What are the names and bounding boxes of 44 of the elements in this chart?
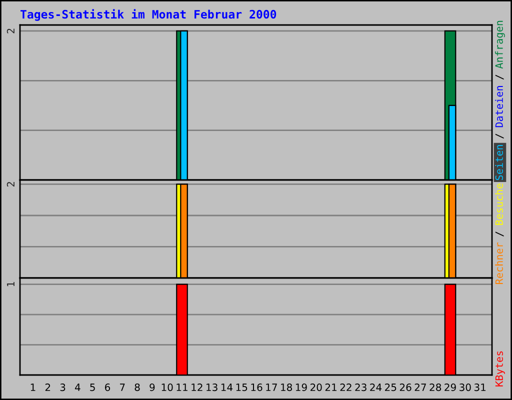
- x-tick-label: 2: [45, 384, 50, 391]
- x-tick-label: 19: [296, 384, 307, 392]
- y-tick-label: 2: [6, 28, 14, 34]
- y-tick-label: 1: [7, 282, 14, 286]
- x-tick-label: 6: [105, 384, 110, 392]
- y-tick-label: 2: [6, 182, 14, 187]
- x-tick-label: 23: [355, 384, 366, 392]
- chart-title: Tages-Statistik im Monat Februar 2000: [20, 9, 276, 21]
- x-tick-label: 20: [310, 384, 322, 392]
- x-tick-label: 4: [74, 384, 80, 391]
- text: Seiten: [495, 145, 503, 180]
- x-tick-label: 16: [251, 384, 262, 392]
- x-tick-label: 9: [150, 384, 155, 392]
- x-tick-label: 3: [60, 384, 66, 392]
- x-tick-label: 5: [90, 384, 95, 392]
- text: Anfragen: [495, 20, 505, 69]
- x-tick-label: 24: [370, 384, 382, 391]
- x-tick-label: 22: [340, 384, 352, 391]
- x-tick-label: 1: [30, 384, 36, 391]
- x-tick-label: 14: [221, 384, 233, 391]
- x-tick-label: 27: [414, 384, 426, 391]
- x-tick-label: 25: [385, 384, 396, 392]
- x-tick-label: 29: [444, 384, 456, 392]
- x-tick-label: 26: [400, 384, 412, 392]
- x-tick-label: 18: [281, 384, 292, 392]
- x-tick-label: 12: [192, 384, 202, 391]
- x-tick-label: 8: [134, 384, 140, 392]
- x-tick-label: 28: [430, 384, 442, 392]
- text: Rechner: [495, 242, 503, 284]
- text: /: [495, 232, 504, 236]
- x-tick-label: 15: [236, 384, 248, 392]
- text: KBytes: [495, 351, 505, 386]
- text: /: [495, 134, 504, 139]
- text: /: [495, 74, 504, 80]
- legend-label: Dateien: [495, 86, 503, 128]
- x-tick-label: 7: [120, 384, 125, 391]
- x-tick-label: 17: [266, 384, 277, 391]
- x-tick-label: 30: [460, 384, 471, 392]
- x-tick-label: 31: [474, 384, 486, 392]
- x-tick-label: 10: [162, 384, 173, 392]
- x-tick-label: 21: [325, 384, 336, 391]
- x-tick-label: 13: [206, 384, 218, 392]
- text: Besuche: [495, 184, 503, 225]
- x-tick-label: 11: [176, 384, 188, 391]
